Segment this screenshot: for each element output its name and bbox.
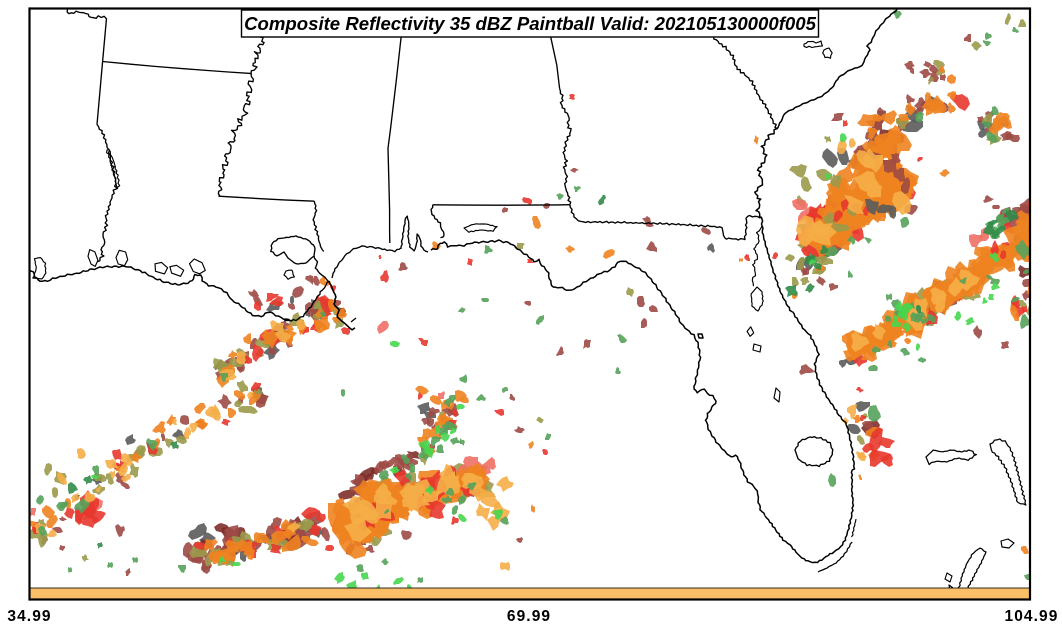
- svg-text:34.99: 34.99: [7, 608, 51, 625]
- svg-text:104.99: 104.99: [1004, 608, 1058, 625]
- svg-text:Composite Reflectivity 35 dBZ: Composite Reflectivity 35 dBZ Paintball …: [244, 13, 816, 34]
- svg-text:69.99: 69.99: [507, 608, 551, 625]
